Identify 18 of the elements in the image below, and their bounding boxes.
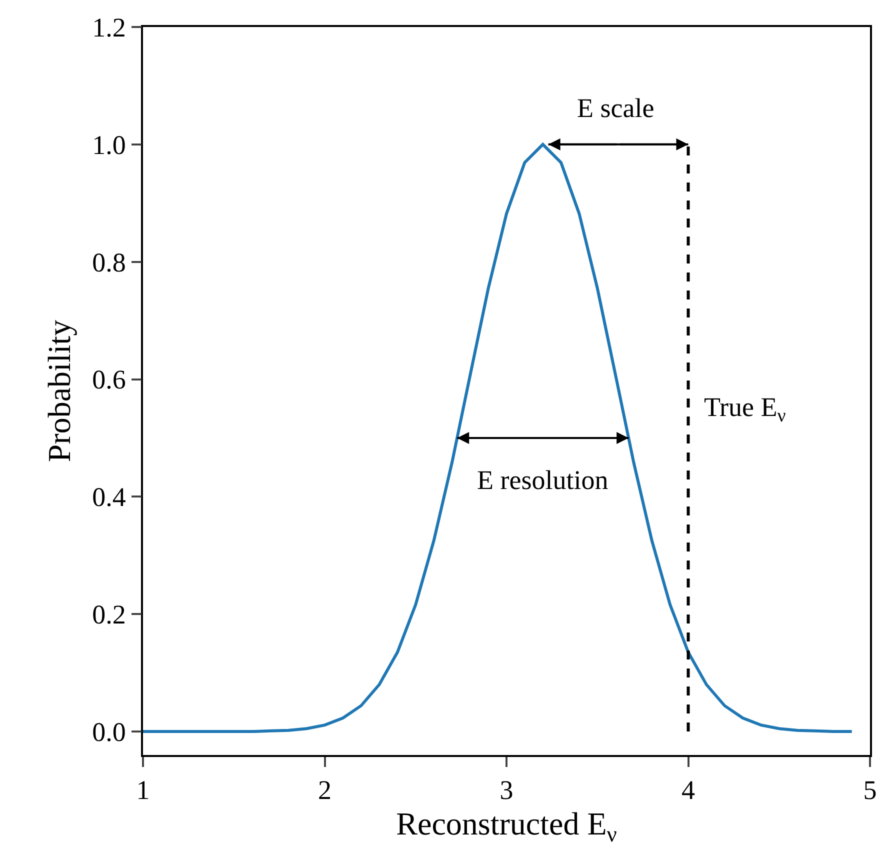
ref-line-label: True E$_{ν}$	[704, 392, 786, 427]
annotation: E resolution	[477, 465, 609, 495]
y-tick-label: 0.2	[92, 600, 126, 630]
y-tick-label: 1.0	[92, 130, 126, 160]
y-tick-label: 0.8	[92, 247, 126, 278]
y-tick-label: 0.6	[92, 364, 126, 395]
x-tick-label: 4	[682, 775, 696, 806]
line-series	[143, 142, 854, 734]
x-tick-label: 5	[863, 775, 877, 806]
y-axis-title: Probability	[40, 320, 77, 462]
y-tick-label: 0.0	[92, 716, 126, 747]
y-tick-label: 1.2	[92, 12, 126, 42]
x-tick-label: 2	[318, 775, 332, 806]
annotation: E scale	[577, 93, 654, 123]
x-axis-title: Reconstructed E$_{ν}$	[396, 806, 617, 846]
x-tick-label: 3	[500, 775, 514, 806]
y-tick-label: 0.4	[92, 482, 126, 512]
x-tick-label: 1	[136, 775, 150, 806]
